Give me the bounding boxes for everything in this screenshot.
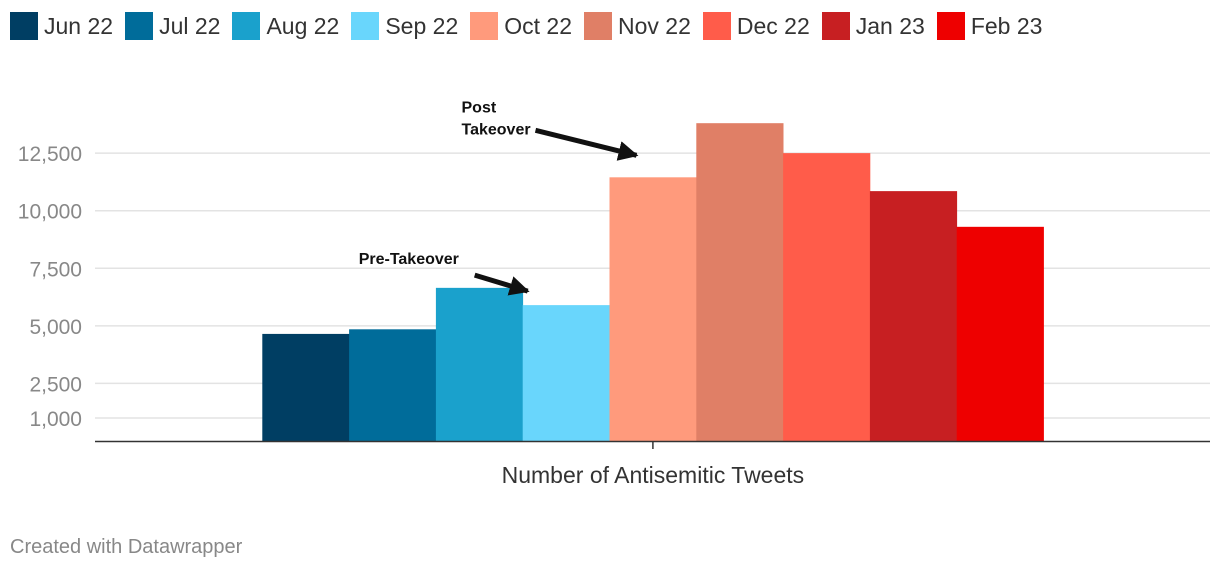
bar: [522, 305, 610, 441]
legend-swatch: [584, 12, 613, 40]
annotation-label: Post: [462, 99, 497, 116]
bar: [435, 287, 524, 441]
y-tick-label: 2,500: [29, 373, 82, 396]
bar: [783, 153, 871, 441]
annotations: Pre-Takeover Post Takeover: [359, 99, 639, 296]
legend-item: Sep 22: [351, 12, 458, 40]
legend-swatch: [232, 12, 261, 40]
x-category-label: Number of Antisemitic Tweets: [502, 462, 805, 488]
y-tick-label: 1,000: [29, 408, 82, 431]
y-tick-label: 10,000: [18, 201, 82, 224]
legend-label: Feb 23: [970, 12, 1043, 39]
bar: [869, 191, 958, 441]
legend-swatch: [702, 12, 731, 40]
legend-label: Jan 23: [855, 12, 925, 39]
legend-item: Nov 22: [584, 12, 691, 40]
x-axis: Number of Antisemitic Tweets: [95, 440, 1210, 488]
legend-label: Dec 22: [736, 12, 810, 39]
bar: [696, 123, 784, 441]
legend-swatch: [351, 12, 380, 40]
y-tick-label: 12,500: [18, 143, 82, 166]
legend-label: Oct 22: [504, 12, 573, 39]
bar: [349, 329, 437, 441]
annotation-label: Pre-Takeover: [359, 251, 459, 268]
legend-item: Dec 22: [702, 12, 810, 40]
bar: [609, 177, 697, 441]
legend-item: Feb 23: [936, 12, 1043, 40]
legend-label: Jun 22: [44, 12, 114, 39]
bars: [262, 123, 1044, 441]
legend-label: Sep 22: [385, 12, 459, 39]
legend-item: Oct 22: [470, 12, 572, 40]
annotation-label: Takeover: [462, 121, 531, 138]
annotation-arrow: [534, 127, 639, 161]
legend-swatch: [10, 12, 38, 40]
bar: [956, 226, 1044, 441]
footer-credit: Created with Datawrapper: [10, 536, 243, 558]
legend-label: Jul 22: [159, 12, 221, 39]
legend-item: Jan 23: [821, 12, 925, 40]
legend-swatch: [470, 12, 499, 40]
legend-swatch: [936, 12, 965, 40]
legend: Jun 22 Jul 22 Aug 22 Sep 22 Oct 22 Nov 22 Dec …: [10, 10, 1054, 42]
legend-label: Nov 22: [618, 12, 691, 39]
legend-item: Jun 22: [10, 12, 113, 40]
legend-swatch: [821, 12, 850, 40]
legend-label: Aug 22: [266, 12, 340, 39]
annotation-arrow: [473, 272, 530, 296]
legend-item: Jul 22: [125, 12, 220, 40]
legend-item: Aug 22: [232, 12, 339, 40]
bar: [262, 333, 350, 441]
y-tick-label: 7,500: [29, 258, 82, 281]
legend-swatch: [125, 12, 154, 40]
y-tick-label: 5,000: [29, 316, 82, 339]
